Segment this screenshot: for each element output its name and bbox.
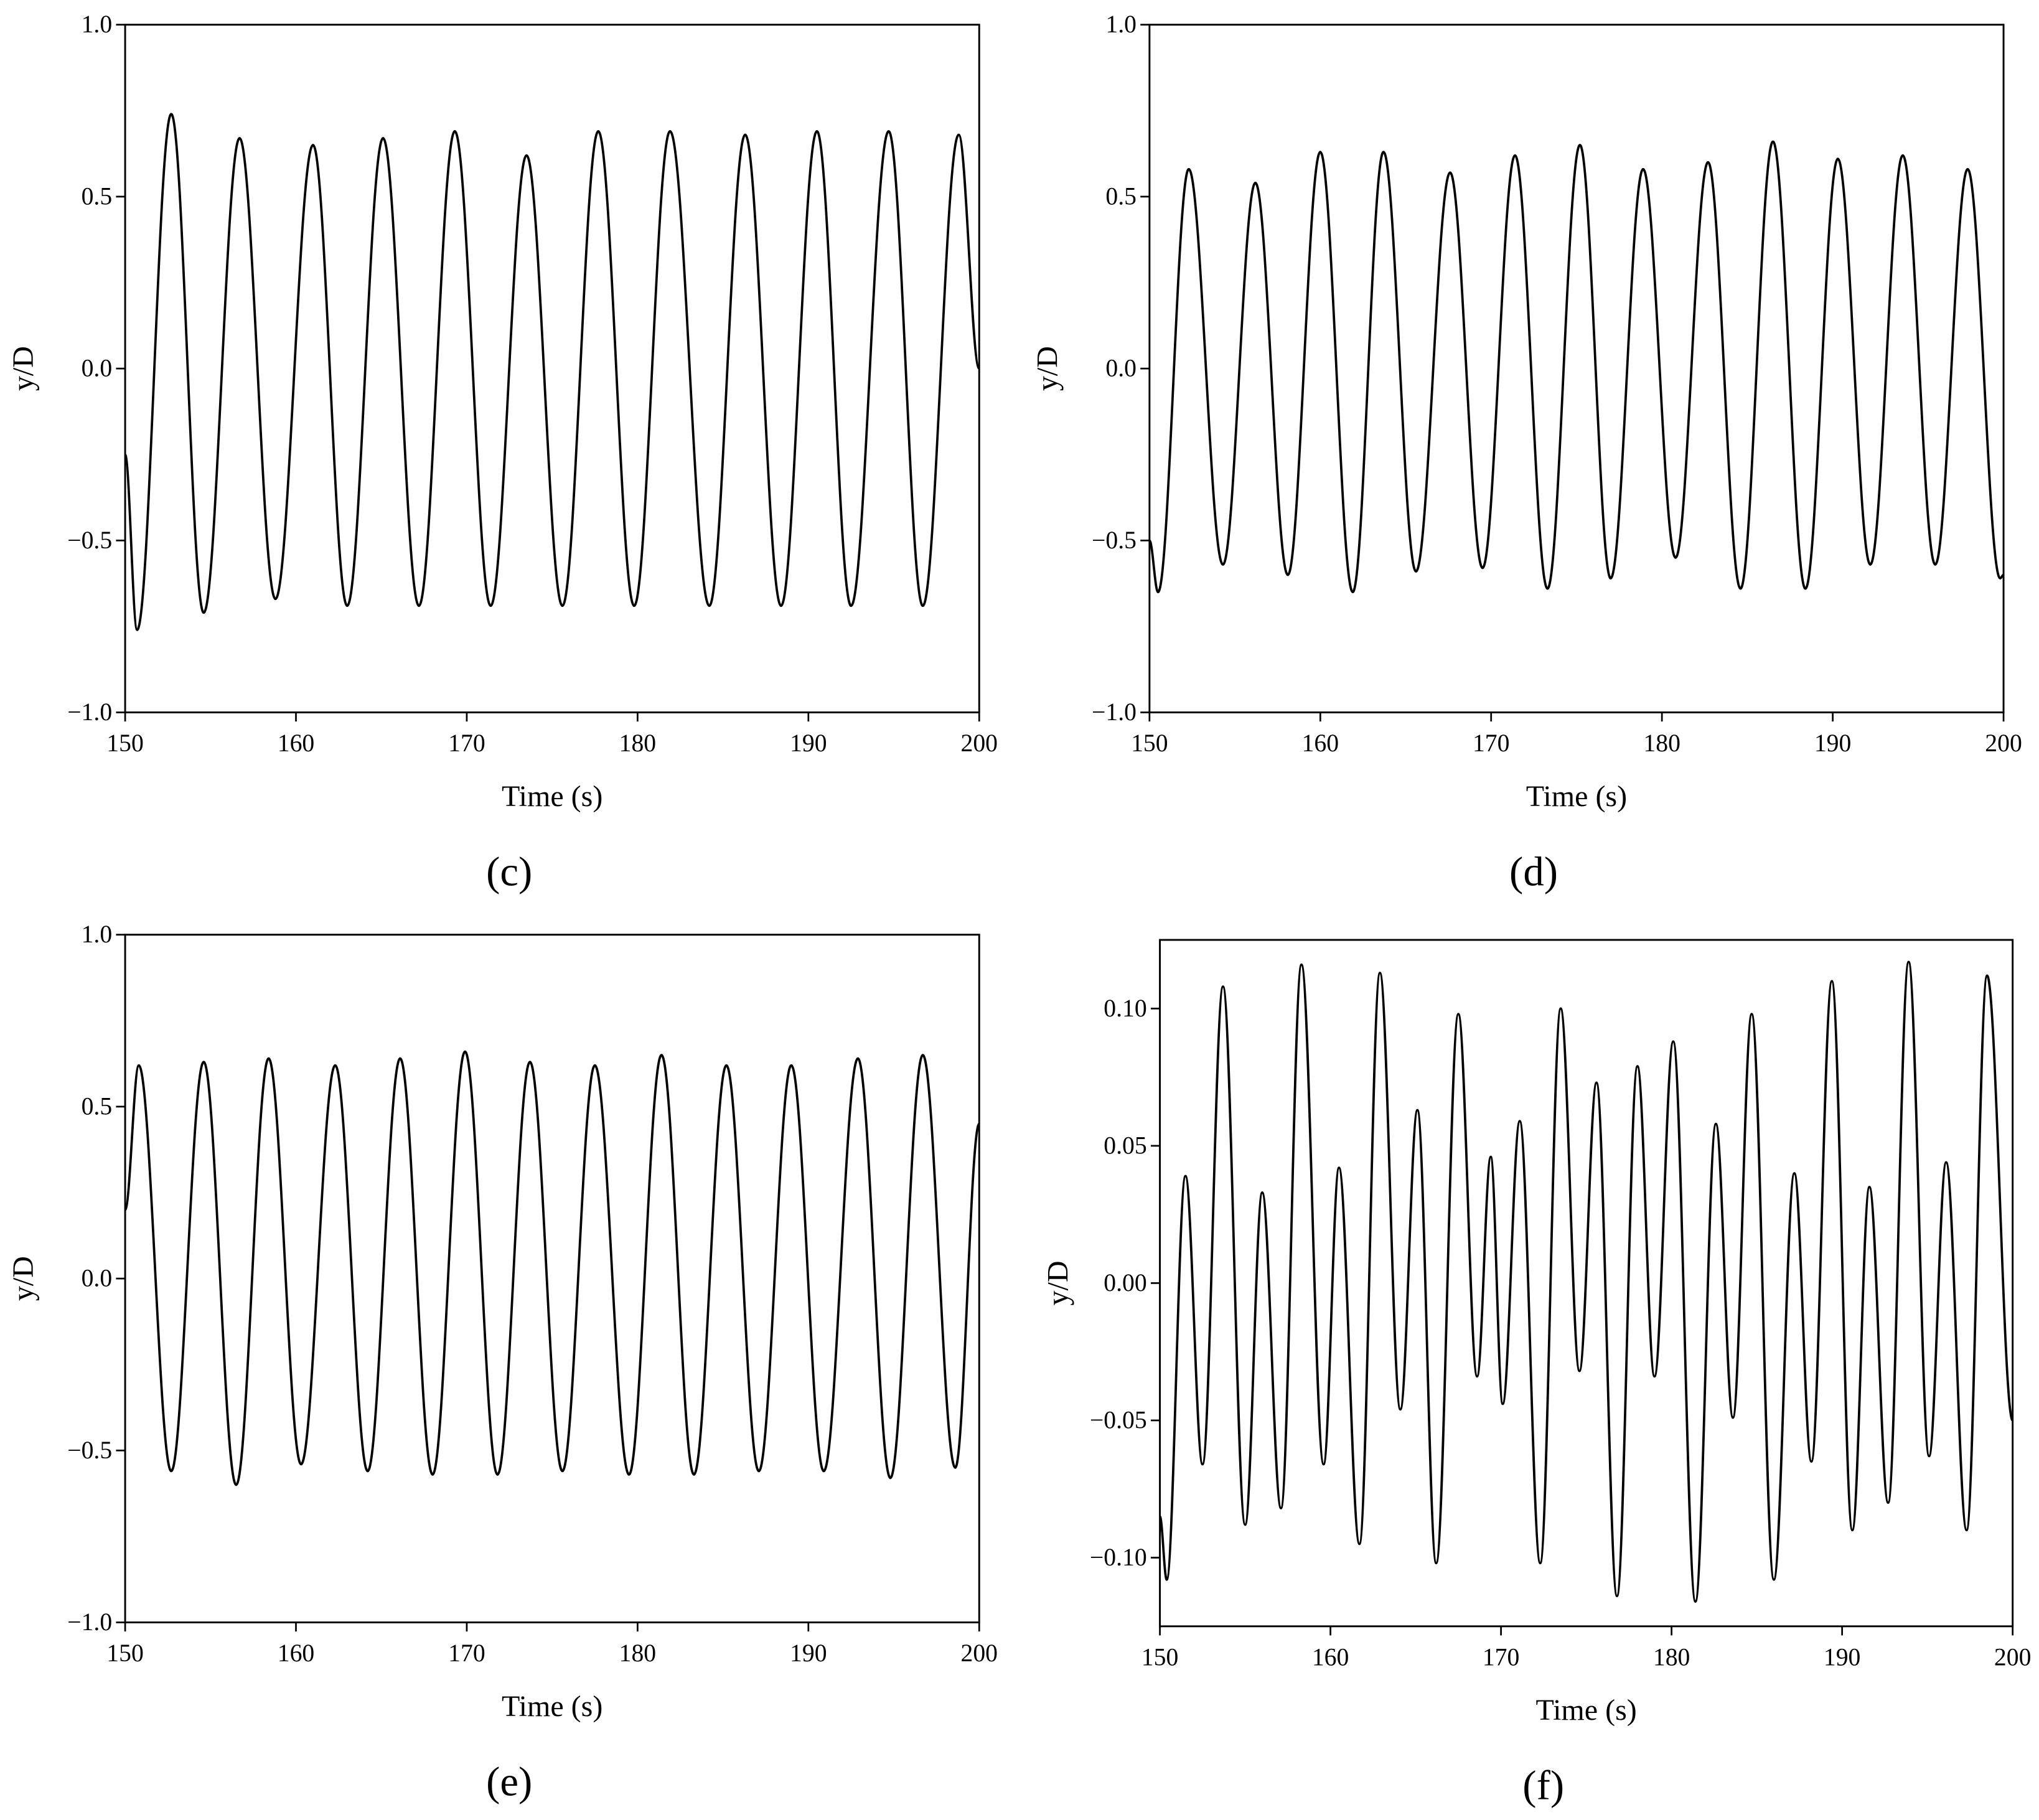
x-tick-label: 180 bbox=[1643, 729, 1680, 757]
y-axis-label: y/D bbox=[1031, 346, 1064, 391]
x-tick-label: 170 bbox=[1483, 1643, 1520, 1671]
x-tick-label: 160 bbox=[278, 1639, 315, 1667]
y-tick-label: −0.5 bbox=[1092, 527, 1137, 554]
x-tick-label: 150 bbox=[106, 1639, 144, 1667]
x-tick-label: 200 bbox=[960, 1639, 998, 1667]
y-tick-label: −0.05 bbox=[1090, 1407, 1147, 1434]
y-tick-label: 0.10 bbox=[1104, 995, 1146, 1022]
x-axis-label: Time (s) bbox=[1526, 780, 1627, 813]
data-line bbox=[124, 1050, 981, 1486]
y-tick-label: 1.0 bbox=[82, 11, 113, 38]
x-tick-label: 190 bbox=[790, 729, 827, 757]
x-tick-label: 190 bbox=[1814, 729, 1852, 757]
chart-panel: −1.0 −0.5 0.0 0.5 1.0 150 160 170 180 190 200 Time … bbox=[1031, 11, 2022, 894]
y-tick-label: −0.10 bbox=[1090, 1544, 1147, 1571]
x-tick-label: 160 bbox=[1302, 729, 1339, 757]
y-tick-label: 0.0 bbox=[82, 355, 113, 382]
x-tick-label: 200 bbox=[1994, 1643, 2032, 1671]
panel-label: (e) bbox=[486, 1758, 532, 1804]
y-axis-label: y/D bbox=[1041, 1260, 1074, 1305]
x-tick-label: 180 bbox=[619, 1639, 657, 1667]
x-tick-label: 180 bbox=[1653, 1643, 1690, 1671]
y-tick-label: 0.5 bbox=[82, 182, 113, 210]
x-tick-label: 160 bbox=[278, 729, 315, 757]
x-tick-label: 160 bbox=[1312, 1643, 1349, 1671]
y-tick-label: −1.0 bbox=[1092, 698, 1137, 726]
x-tick-label: 170 bbox=[448, 729, 485, 757]
y-tick-label: 0.05 bbox=[1104, 1132, 1146, 1159]
data-line bbox=[124, 113, 981, 631]
x-tick-label: 170 bbox=[448, 1639, 485, 1667]
x-tick-label: 150 bbox=[1141, 1643, 1179, 1671]
x-tick-label: 180 bbox=[619, 729, 657, 757]
panel-label: (d) bbox=[1509, 848, 1558, 894]
chart-panel: −0.10 −0.05 0.00 0.05 0.10 150 160 170 180 190 200… bbox=[1041, 939, 2032, 1809]
y-tick-label: 1.0 bbox=[82, 921, 113, 948]
y-tick-label: −0.5 bbox=[67, 527, 112, 554]
x-axis-label: Time (s) bbox=[1535, 1694, 1636, 1727]
x-axis-label: Time (s) bbox=[502, 780, 602, 813]
panel-label: (c) bbox=[486, 848, 532, 894]
y-tick-label: −0.5 bbox=[67, 1437, 112, 1464]
panel-label: (f) bbox=[1522, 1763, 1564, 1809]
x-tick-label: 190 bbox=[790, 1639, 827, 1667]
y-tick-label: −1.0 bbox=[67, 1608, 112, 1636]
x-tick-label: 190 bbox=[1824, 1643, 1861, 1671]
plot-frame bbox=[1159, 939, 2014, 1628]
x-tick-label: 200 bbox=[1985, 729, 2022, 757]
y-axis-label: y/D bbox=[7, 346, 40, 391]
y-tick-label: 0.5 bbox=[82, 1092, 113, 1120]
x-tick-label: 170 bbox=[1473, 729, 1510, 757]
plot-frame bbox=[124, 24, 980, 713]
data-line bbox=[1148, 140, 2004, 594]
y-axis-label: y/D bbox=[7, 1256, 40, 1301]
y-tick-label: 0.5 bbox=[1105, 182, 1137, 210]
chart-panel: −1.0 −0.5 0.0 0.5 1.0 150 160 170 180 190 200 Time … bbox=[7, 921, 998, 1804]
x-tick-label: 150 bbox=[106, 729, 144, 757]
y-tick-label: 0.0 bbox=[82, 1265, 113, 1292]
plot-frame bbox=[124, 934, 980, 1623]
chart-panel: −1.0 −0.5 0.0 0.5 1.0 150 160 170 180 190 200 Time … bbox=[7, 11, 998, 894]
x-axis-label: Time (s) bbox=[502, 1690, 602, 1723]
y-tick-label: 1.0 bbox=[1105, 11, 1137, 38]
x-tick-label: 150 bbox=[1131, 729, 1168, 757]
y-tick-label: 0.0 bbox=[1105, 355, 1137, 382]
data-line bbox=[1158, 960, 2014, 1603]
y-tick-label: −1.0 bbox=[67, 698, 112, 726]
x-tick-label: 200 bbox=[960, 729, 998, 757]
plot-frame bbox=[1148, 24, 2005, 713]
y-tick-label: 0.00 bbox=[1104, 1269, 1146, 1297]
